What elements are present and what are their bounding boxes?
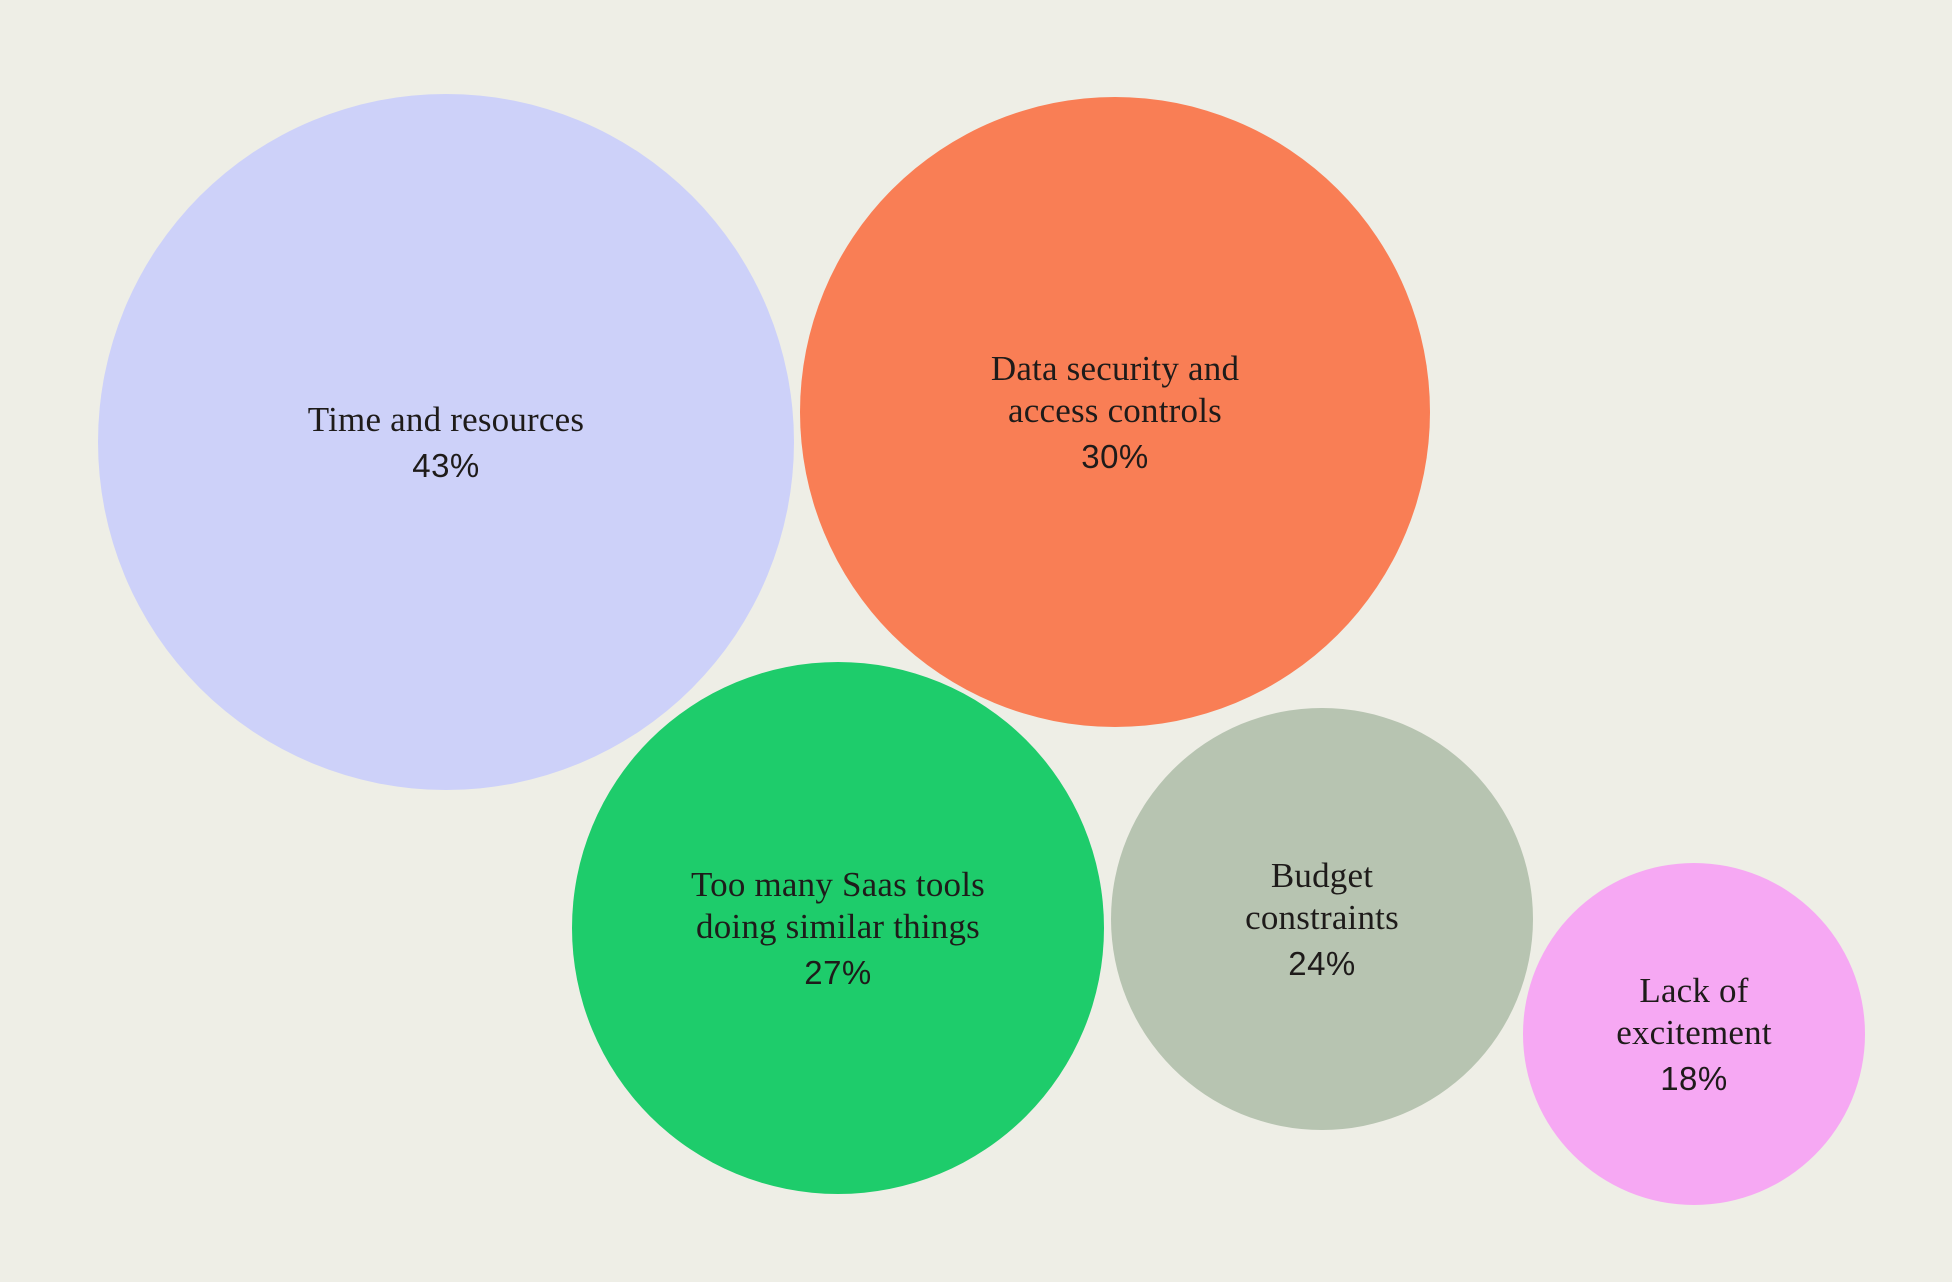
bubble-value: 18% — [1660, 1059, 1728, 1097]
bubble-label: Data security and access controls — [990, 349, 1240, 430]
bubble-lack-of-excitement[interactable]: Lack of excitement 18% — [1523, 863, 1865, 1205]
bubble-label: Time and resources — [307, 399, 585, 439]
bubble-value: 27% — [804, 953, 872, 991]
bubble-text-block: Data security and access controls 30% — [991, 348, 1239, 476]
bubble-value: 24% — [1288, 944, 1356, 982]
bubble-value: 30% — [1081, 437, 1149, 475]
bubble-label: Budget constraints — [1245, 856, 1399, 937]
bubble-time-and-resources[interactable]: Time and resources 43% — [98, 94, 794, 790]
bubble-text-block: Too many Saas tools doing similar things… — [691, 864, 985, 992]
bubble-value: 43% — [412, 447, 480, 485]
bubble-data-security-and-access-controls[interactable]: Data security and access controls 30% — [800, 97, 1430, 727]
bubble-text-block: Budget constraints 24% — [1245, 855, 1399, 983]
bubble-text-block: Time and resources 43% — [308, 399, 584, 485]
bubble-budget-constraints[interactable]: Budget constraints 24% — [1111, 708, 1533, 1130]
bubble-label: Too many Saas tools doing similar things — [691, 865, 985, 946]
bubble-too-many-saas-tools[interactable]: Too many Saas tools doing similar things… — [572, 662, 1104, 1194]
bubble-text-block: Lack of excitement 18% — [1616, 970, 1772, 1098]
bubble-label: Lack of excitement — [1616, 971, 1772, 1052]
